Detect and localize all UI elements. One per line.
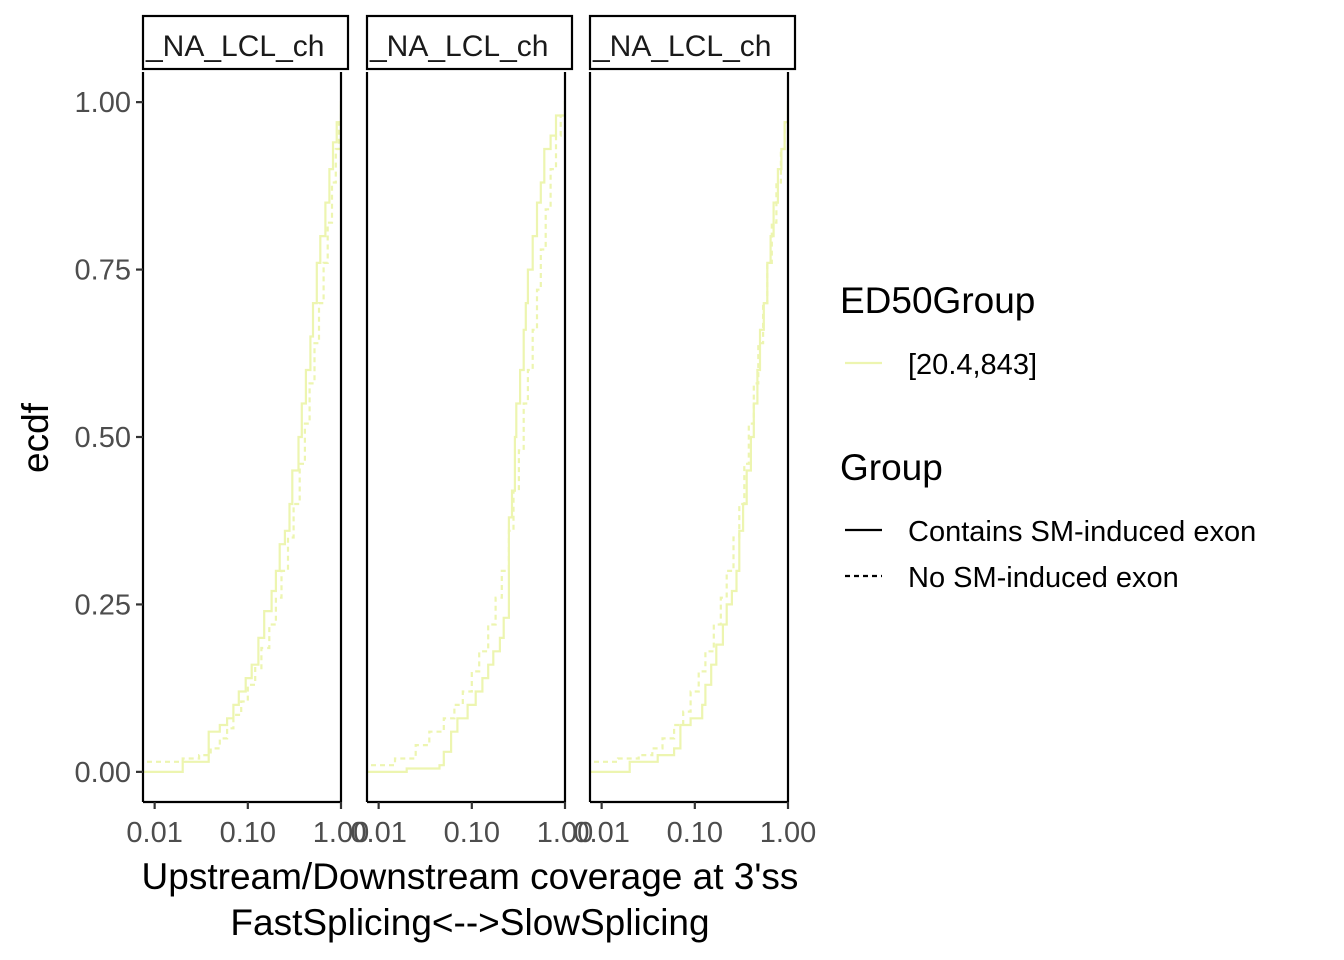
x-tick-label: 1.00: [313, 817, 369, 849]
legend-color-label: [20.4,843]: [908, 349, 1037, 381]
facet-strip: [365, 14, 574, 71]
y-tick-label: 0.75: [75, 255, 131, 287]
x-tick-label: 0.10: [220, 817, 276, 849]
x-tick-label: 0.01: [573, 817, 629, 849]
series-no-sm-induced-exon: [143, 101, 341, 763]
series-no-sm-induced-exon: [367, 101, 565, 767]
legend-linetype-title: Group: [840, 447, 943, 488]
series-contains-sm-induced-exon: [143, 101, 341, 773]
facet-strip: [588, 14, 797, 71]
legend-solid-label: Contains SM-induced exon: [908, 516, 1256, 548]
x-tick-label: 0.01: [350, 817, 406, 849]
panel-series: [590, 101, 788, 773]
series-contains-sm-induced-exon: [367, 101, 565, 773]
x-axis-title-line1: Upstream/Downstream coverage at 3'ss: [142, 856, 799, 897]
panel-series: [143, 101, 341, 773]
x-tick-label: 0.10: [667, 817, 723, 849]
y-axis-title: ecdf: [15, 402, 56, 473]
x-tick-label: 1.00: [537, 817, 593, 849]
facet-panel-1: _NA_LCL_ch 0.01 0.10 1.00: [126, 14, 369, 849]
facet-strip-label: _NA_LCL_ch: [369, 30, 548, 63]
y-tick-label: 0.50: [75, 422, 131, 454]
y-tick-label: 1.00: [75, 87, 131, 119]
panels-layer: _NA_LCL_ch 0.01 0.10 1.00 _NA_LCL_ch 0.01 0.10…: [126, 14, 816, 849]
x-tick-label: 0.01: [126, 817, 182, 849]
legend-dashed-label: No SM-induced exon: [908, 562, 1179, 594]
legend-color-title: ED50Group: [840, 280, 1035, 321]
y-tick-label: 0.00: [75, 757, 131, 789]
facet-panel-3: _NA_LCL_ch 0.01 0.10 1.00: [573, 14, 816, 849]
facet-strip: [141, 14, 350, 71]
facet-strip-label: _NA_LCL_ch: [145, 30, 324, 63]
legend: ED50Group [20.4,843] Group Contains SM-i…: [840, 280, 1256, 594]
panel-series: [367, 101, 565, 773]
facet-panel-2: _NA_LCL_ch 0.01 0.10 1.00: [350, 14, 593, 849]
y-tick-label: 0.25: [75, 589, 131, 621]
y-axis: 0.00 0.25 0.50 0.75 1.00: [75, 87, 143, 789]
x-axis-title-line2: FastSplicing<-->SlowSplicing: [230, 902, 709, 943]
series-contains-sm-induced-exon: [590, 101, 788, 773]
x-tick-label: 1.00: [760, 817, 816, 849]
facet-strip-label: _NA_LCL_ch: [592, 30, 771, 63]
x-tick-label: 0.10: [444, 817, 500, 849]
